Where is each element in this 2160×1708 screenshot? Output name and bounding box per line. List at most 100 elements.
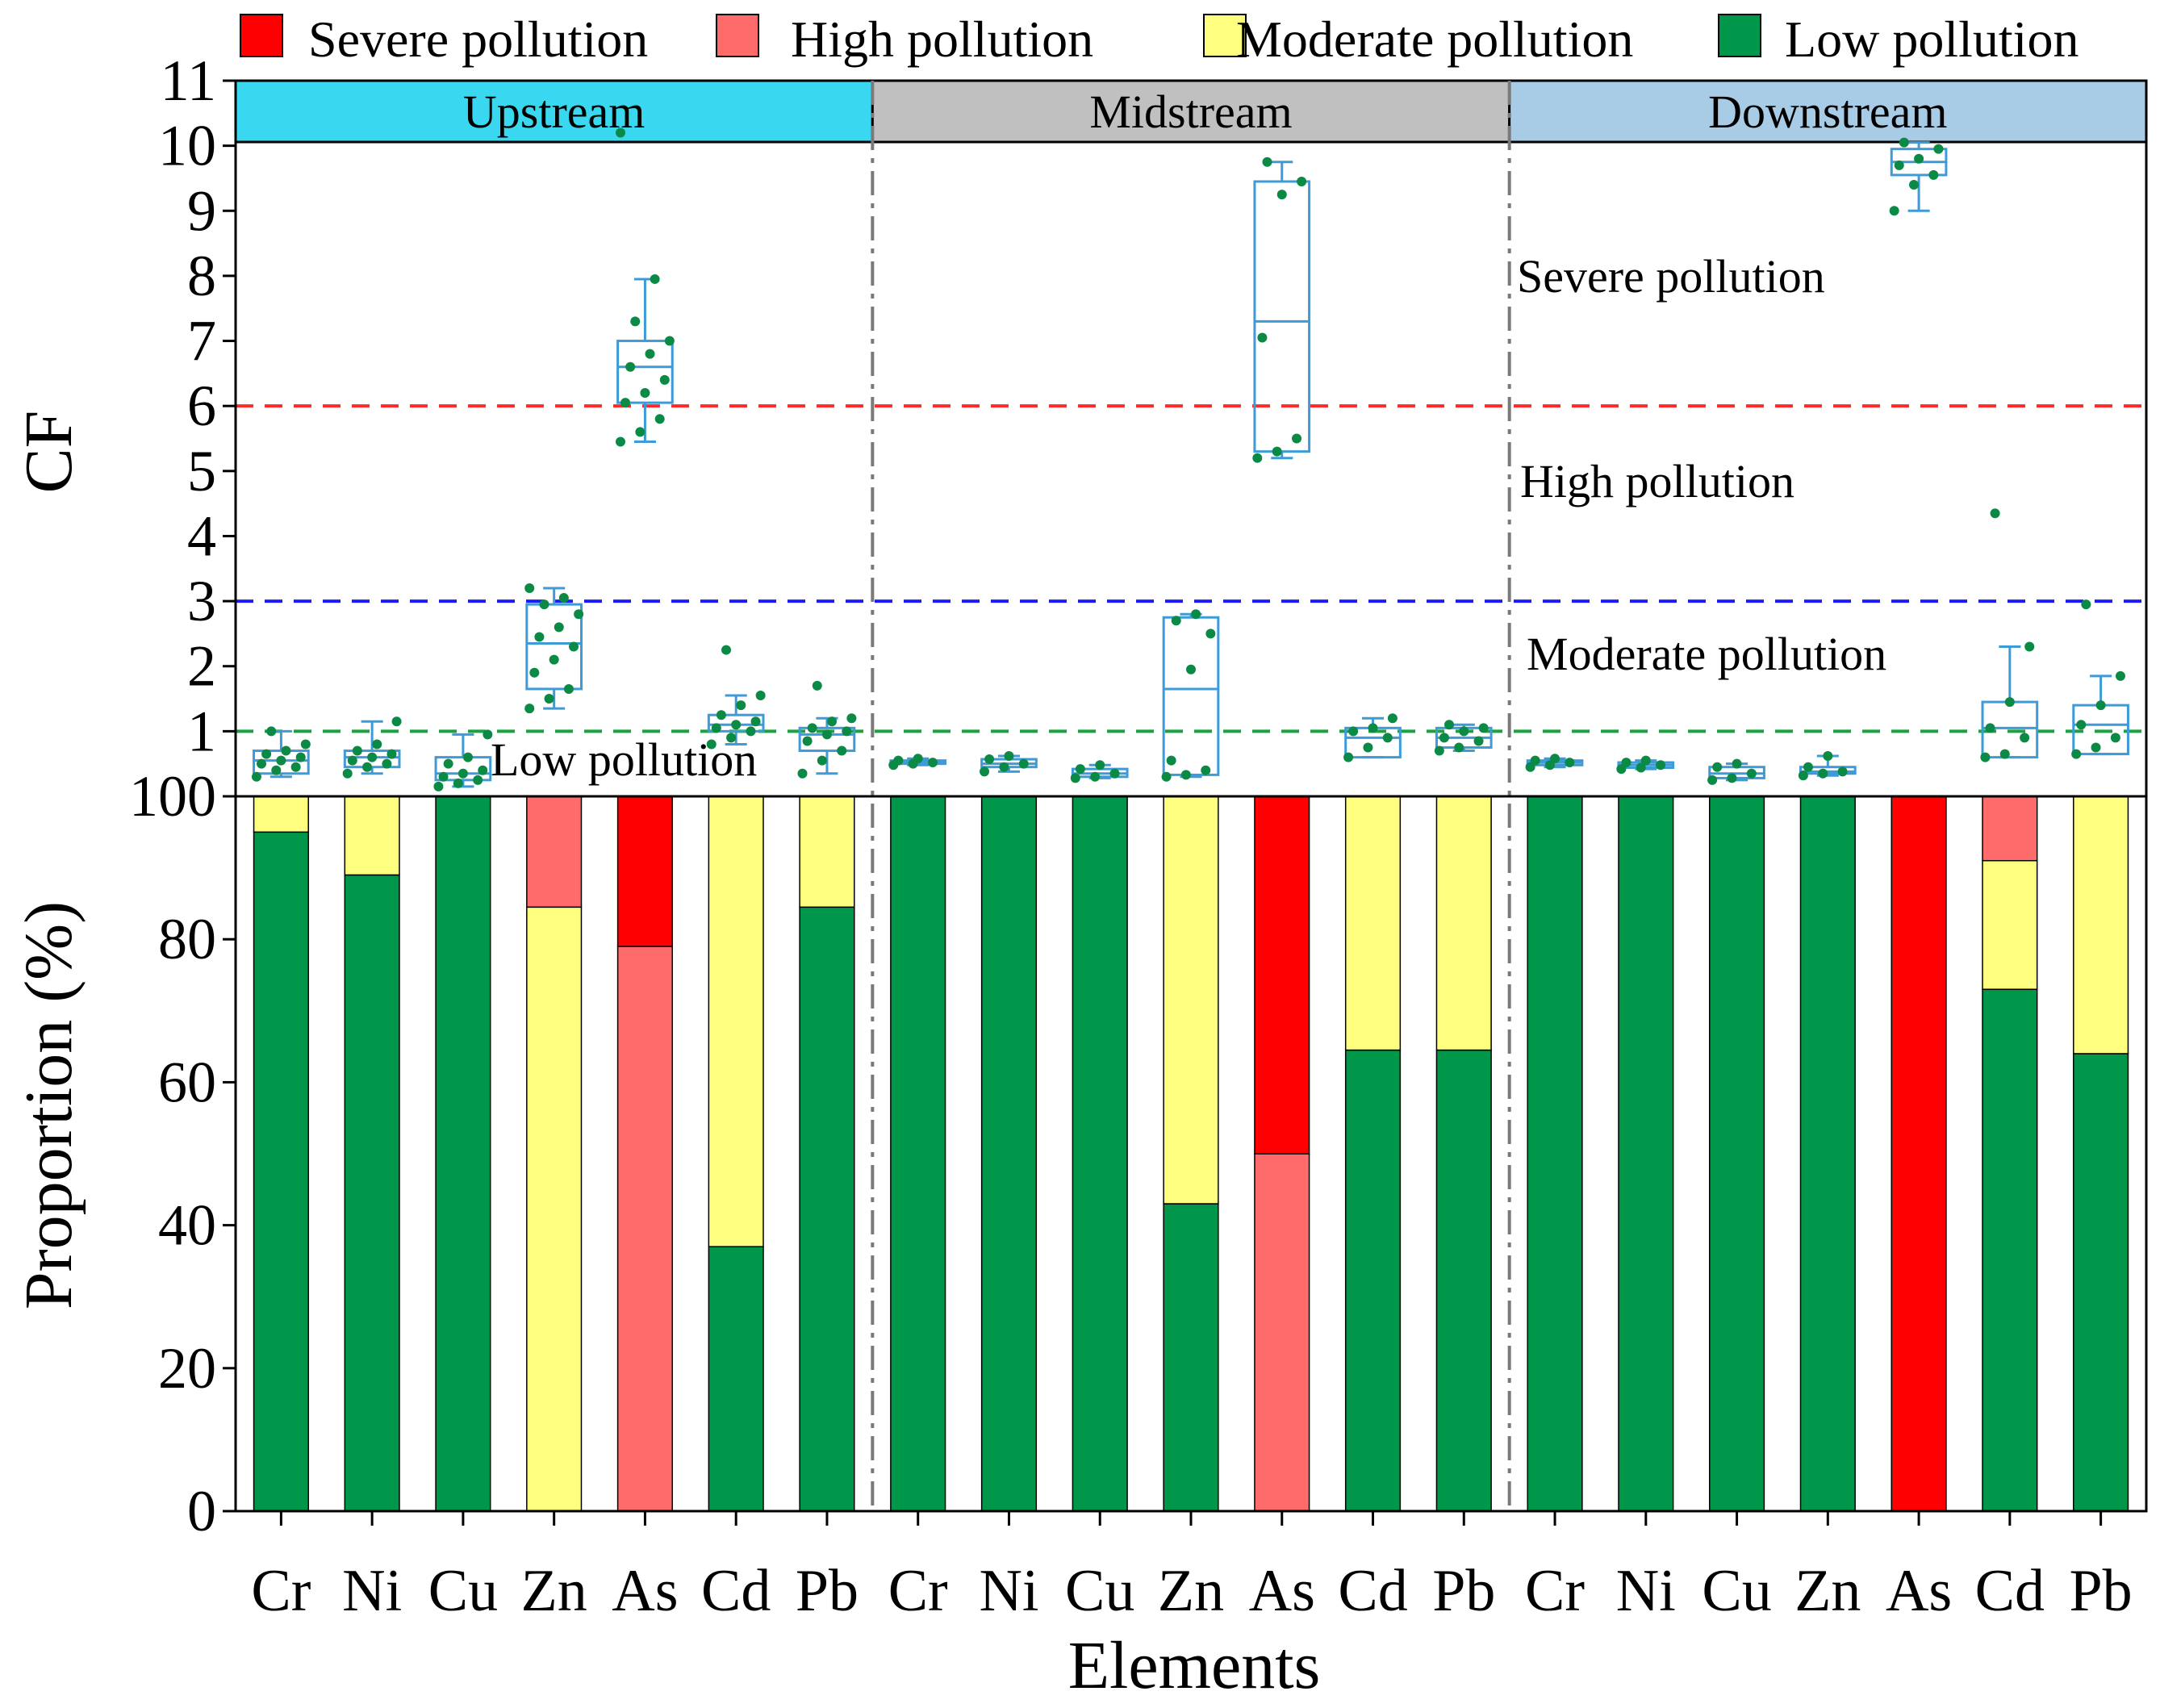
box-iqr — [343, 750, 401, 769]
data-point — [2020, 733, 2030, 743]
data-point — [645, 349, 655, 359]
bar-stack-6-pb — [799, 796, 855, 1512]
data-point — [625, 361, 636, 372]
data-point — [984, 754, 995, 765]
box-iqr — [798, 726, 856, 753]
box-downstream-cr — [1525, 754, 1584, 772]
data-point — [1166, 755, 1176, 766]
bar-segment-low — [2073, 1053, 2129, 1512]
data-point — [726, 733, 737, 743]
bar-segment-moderate — [1982, 859, 2038, 990]
data-point — [549, 654, 559, 665]
data-point — [650, 274, 660, 284]
data-point — [630, 316, 641, 327]
data-point — [1823, 751, 1833, 762]
data-point — [1473, 736, 1484, 746]
data-point — [750, 716, 761, 727]
region-header-midstream — [871, 79, 1511, 144]
proportion-ytick-label: 80 — [158, 907, 216, 971]
bar-stack-3-zn — [526, 796, 583, 1512]
data-point — [1171, 616, 1181, 626]
legend-label-high: High pollution — [791, 10, 1093, 68]
region-label-downstream: Downstream — [1708, 86, 1947, 138]
data-point — [1109, 768, 1120, 779]
data-point — [827, 716, 838, 727]
data-point — [1818, 768, 1828, 779]
box-iqr — [707, 713, 765, 733]
data-point — [706, 739, 717, 750]
bar-segment-low — [1708, 796, 1765, 1512]
data-point — [524, 704, 535, 714]
data-point — [386, 749, 397, 759]
data-point — [635, 427, 645, 437]
zone-label-low: Low pollution — [491, 733, 757, 786]
data-point — [893, 755, 904, 766]
bar-stack-15-ni — [1618, 796, 1674, 1512]
proportion-ytick-label: 20 — [158, 1336, 216, 1401]
zone-label-moderate: Moderate pollution — [1527, 628, 1886, 680]
data-point — [1018, 758, 1029, 769]
data-point — [1914, 153, 1924, 164]
box-midstream-cu — [1070, 760, 1129, 783]
box-midstream-zn — [1161, 609, 1220, 782]
data-point — [443, 758, 453, 769]
data-point — [1550, 754, 1560, 764]
data-point — [615, 436, 625, 447]
data-point — [812, 680, 822, 691]
data-point — [1343, 752, 1354, 762]
xtick-label: Pb — [1432, 1558, 1495, 1624]
data-point — [1746, 768, 1757, 779]
data-point — [1191, 609, 1201, 620]
cf-box-plot: Upstream Midstream Downstream Severe pollut… — [158, 48, 2148, 1511]
legend-swatch-moderate — [1203, 14, 1247, 57]
bar-stack-16-cu — [1708, 796, 1765, 1512]
data-point — [1656, 760, 1666, 770]
bar-stack-11-as — [1254, 796, 1310, 1512]
data-point — [524, 583, 535, 593]
bar-segment-severe — [1254, 796, 1310, 1155]
proportion-ytick-label: 100 — [129, 764, 216, 829]
data-point — [276, 755, 286, 766]
bar-segment-moderate — [2073, 796, 2129, 1054]
bar-segment-moderate — [1163, 796, 1219, 1205]
data-point — [1434, 745, 1444, 756]
cf-axis-title: CF — [11, 411, 86, 494]
data-point — [817, 755, 827, 766]
data-point — [640, 388, 650, 399]
box-upstream-cr — [251, 726, 311, 782]
data-point — [1454, 742, 1464, 753]
data-point — [615, 127, 625, 138]
bar-segment-high — [1982, 796, 2038, 862]
bar-segment-severe — [616, 796, 674, 947]
bar-segment-severe — [1891, 796, 1947, 1512]
data-point — [1297, 176, 1307, 186]
data-point — [300, 739, 311, 750]
bar-stack-20-pb — [2073, 796, 2129, 1512]
data-point — [2076, 720, 2087, 730]
data-point — [846, 713, 857, 724]
xtick-label: Zn — [1794, 1558, 1861, 1624]
data-point — [1985, 723, 1995, 733]
data-point — [281, 745, 291, 756]
data-point — [1894, 160, 1904, 170]
data-point — [1090, 771, 1101, 782]
data-point — [1075, 764, 1085, 775]
data-point — [1186, 664, 1196, 674]
box-upstream-cd — [706, 645, 766, 750]
data-point — [1262, 157, 1272, 167]
data-point — [347, 755, 357, 766]
data-point — [1161, 771, 1172, 782]
data-point — [1732, 758, 1742, 769]
bar-segment-low — [1527, 796, 1583, 1512]
data-point — [478, 765, 488, 775]
xtick-label: Ni — [342, 1558, 402, 1624]
xtick-label: As — [1249, 1558, 1315, 1624]
xtick-label: Cr — [1525, 1558, 1585, 1624]
data-point — [1201, 765, 1211, 775]
data-point — [716, 710, 726, 720]
data-point — [664, 336, 675, 346]
data-point — [290, 762, 301, 772]
data-point — [391, 716, 402, 727]
cf-ytick-label: 4 — [187, 503, 216, 568]
proportion-ytick-label: 40 — [158, 1193, 216, 1258]
